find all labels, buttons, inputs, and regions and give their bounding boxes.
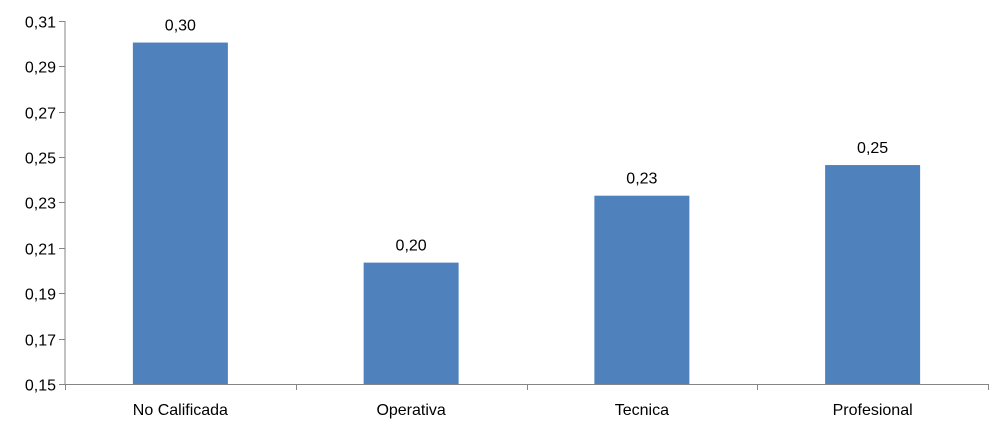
bars: 0,30 0,20 0,23 0,25 bbox=[132, 18, 921, 384]
y-tick-label: 0,27 bbox=[25, 106, 56, 123]
y-tick-label: 0,25 bbox=[25, 151, 56, 168]
x-category-label: Operativa bbox=[376, 402, 445, 419]
bar-operativa bbox=[363, 262, 459, 384]
x-category-label: Tecnica bbox=[615, 402, 669, 419]
x-axis: No Calificada Operativa Tecnica Profesional bbox=[65, 384, 989, 419]
y-tick-label: 0,23 bbox=[25, 196, 56, 213]
data-label: 0,30 bbox=[165, 18, 196, 35]
y-tick-label: 0,21 bbox=[25, 242, 56, 259]
x-category-label: No Calificada bbox=[133, 402, 228, 419]
bar-no-calificada bbox=[132, 42, 228, 384]
y-tick-label: 0,31 bbox=[25, 15, 56, 32]
y-tick-label: 0,17 bbox=[25, 333, 56, 350]
data-label: 0,25 bbox=[857, 140, 888, 157]
x-category-label: Profesional bbox=[833, 402, 913, 419]
data-label: 0,23 bbox=[626, 171, 657, 188]
bar-tecnica bbox=[594, 195, 690, 384]
data-label: 0,20 bbox=[396, 238, 427, 255]
y-axis: 0,15 0,17 0,19 0,21 0,23 0,25 0,27 0,29 0,31 bbox=[25, 15, 66, 395]
y-tick-label: 0,29 bbox=[25, 60, 56, 77]
bar-profesional bbox=[825, 165, 921, 384]
y-tick-label: 0,19 bbox=[25, 287, 56, 304]
y-tick-label: 0,15 bbox=[25, 378, 56, 395]
